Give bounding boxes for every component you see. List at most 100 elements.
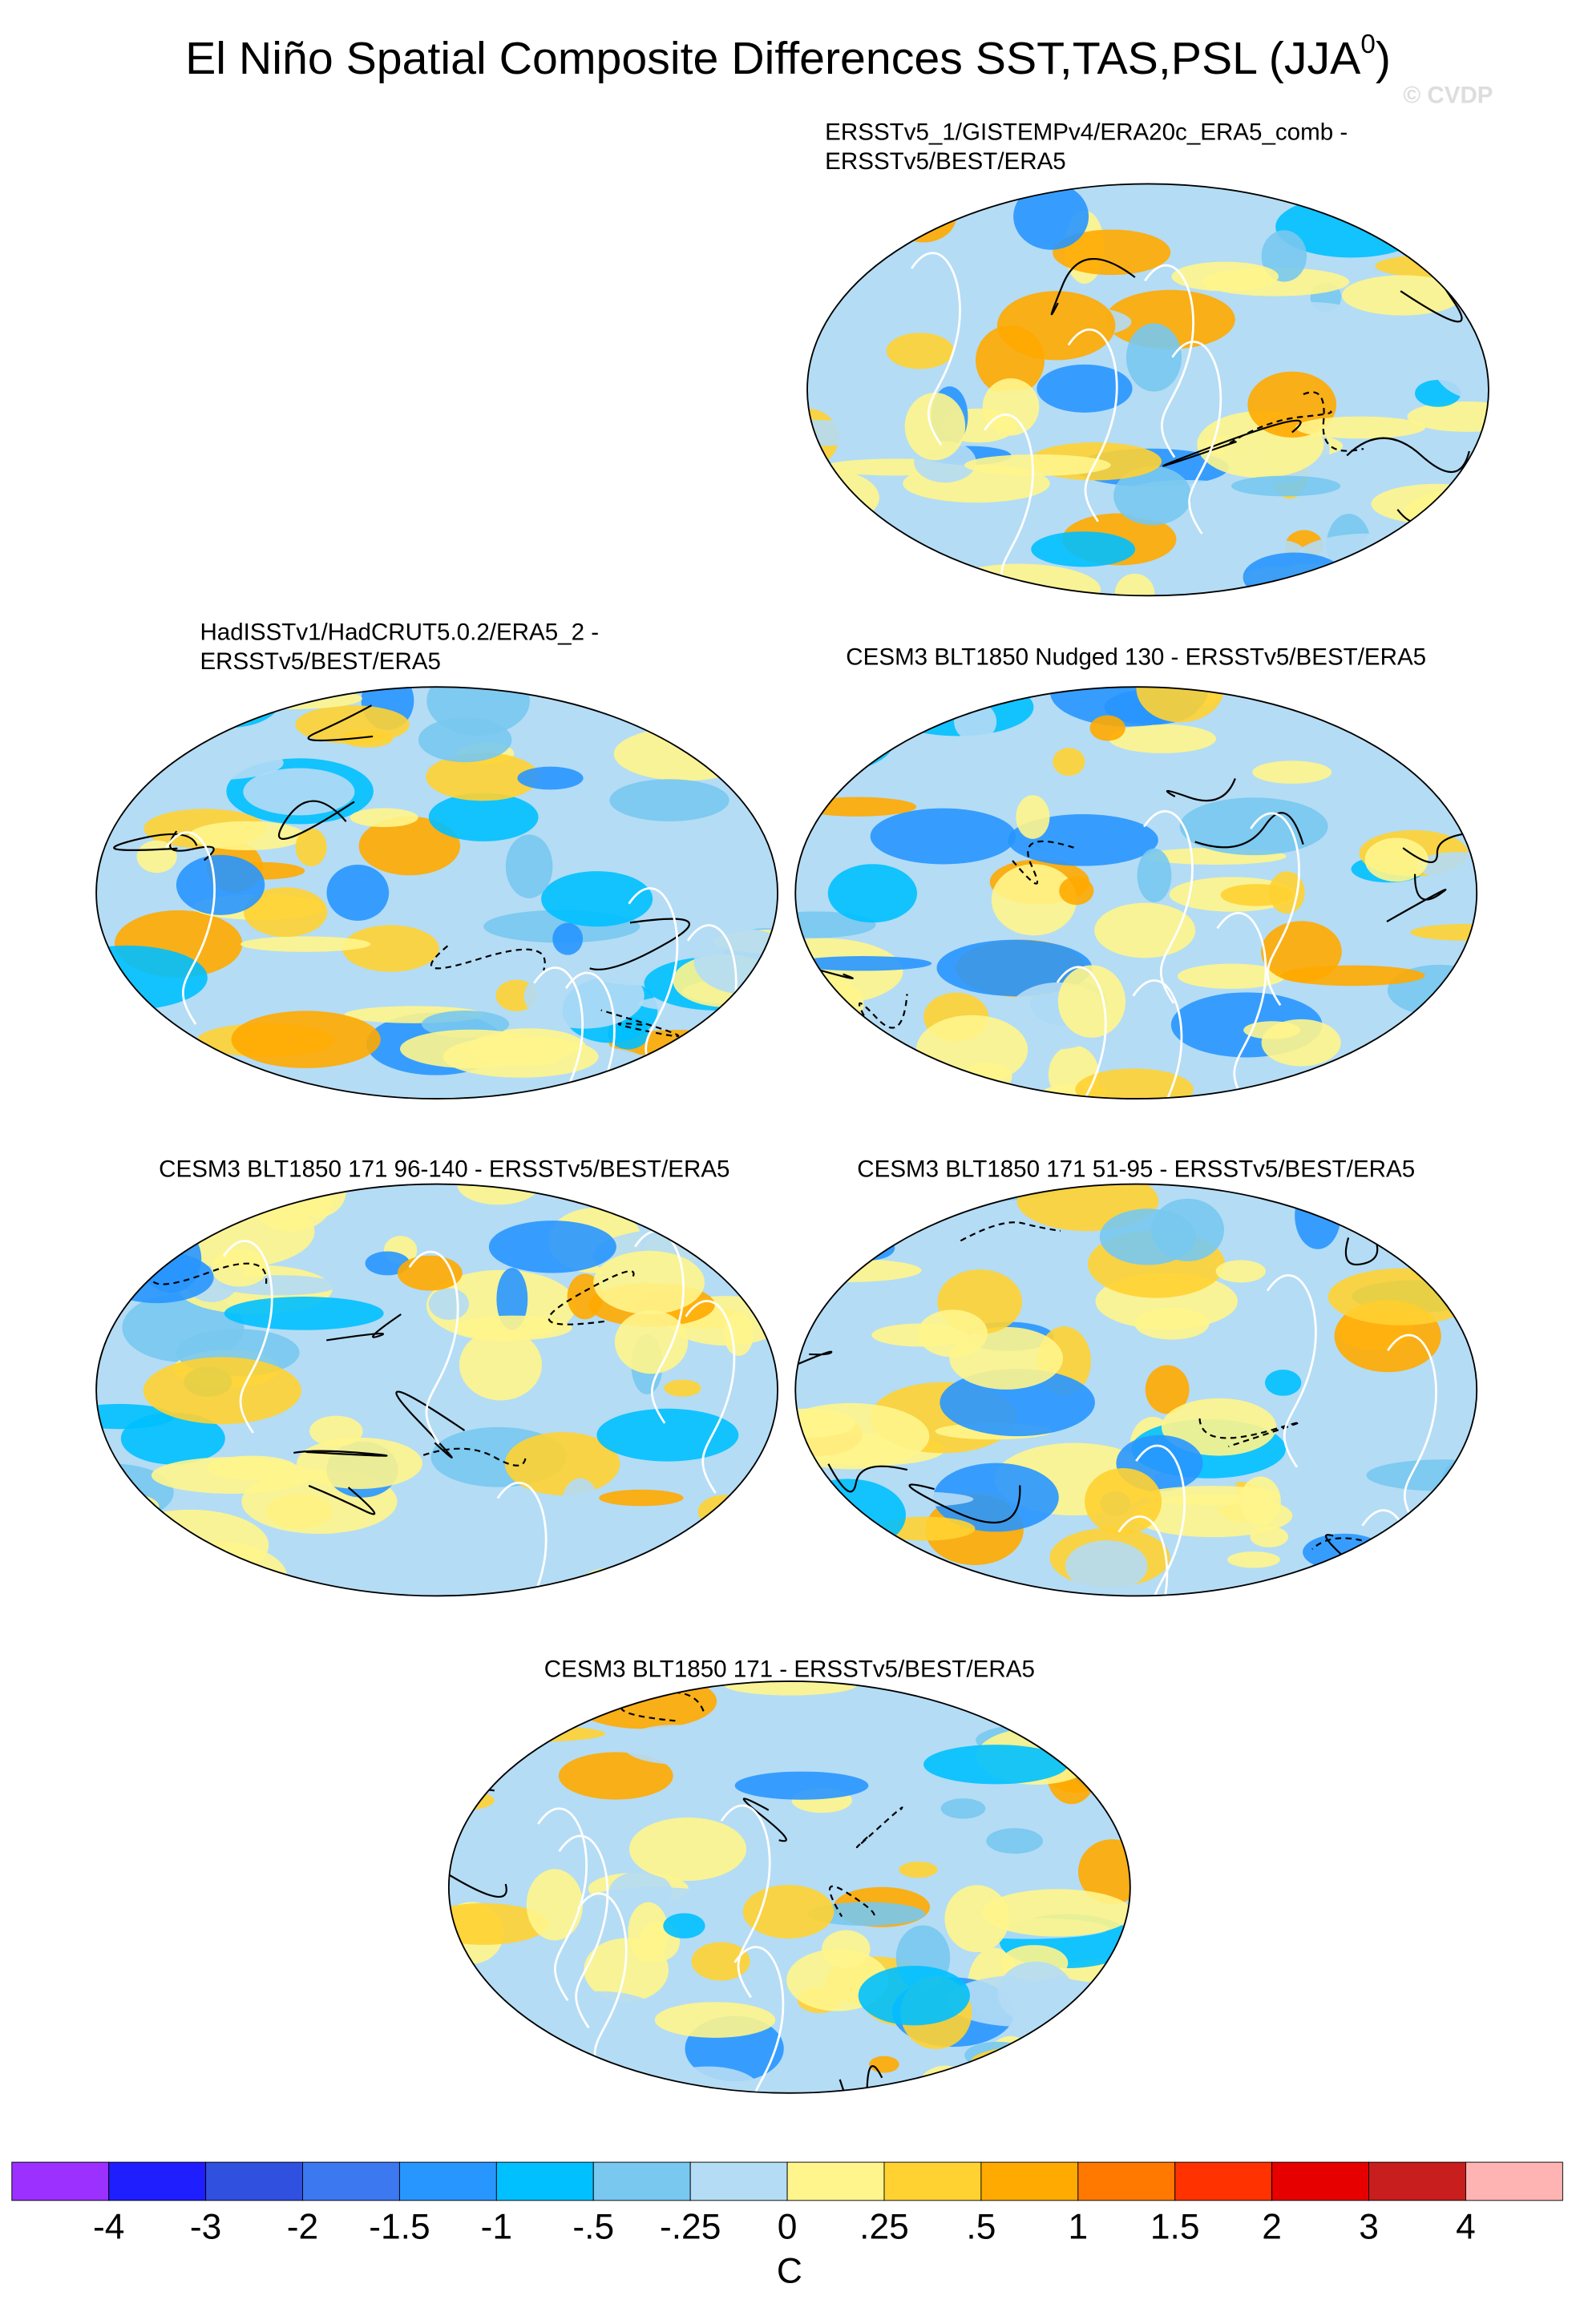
- anomaly-patch: [1361, 514, 1489, 582]
- pressure-contour: [908, 1483, 1021, 1524]
- anomaly-patch: [795, 1040, 875, 1071]
- coastline: [1132, 979, 1183, 1099]
- anomaly-patch: [561, 1478, 600, 1535]
- colorbar-box: [689, 2161, 788, 2201]
- anomaly-patch: [1089, 715, 1125, 741]
- colorbar-label: -.25: [660, 2208, 721, 2247]
- pressure-contour: [1303, 391, 1364, 452]
- anomaly-patch: [1264, 1370, 1302, 1396]
- anomaly-patch: [103, 1494, 160, 1519]
- panel-title: CESM3 BLT1850 Nudged 130 - ERSSTv5/BEST/…: [846, 644, 1426, 671]
- colorbar-label: -1.5: [369, 2208, 430, 2247]
- anomaly-patch: [428, 793, 539, 841]
- title-end: ): [1376, 33, 1391, 84]
- anomaly-patch: [297, 1437, 422, 1489]
- anomaly-patch: [742, 1885, 834, 1939]
- anomaly-patch: [504, 1431, 620, 1495]
- pressure-contour: [422, 1447, 527, 1467]
- pressure-contour: [829, 1885, 875, 1918]
- panel-title: CESM3 BLT1850 171 96-140 - ERSSTv5/BEST/…: [159, 1156, 729, 1182]
- anomaly-patch: [295, 705, 410, 744]
- pressure-contour: [1194, 812, 1304, 849]
- anomaly-patch: [656, 692, 778, 728]
- anomaly-patch: [1368, 224, 1465, 240]
- anomaly-patch: [1261, 230, 1307, 282]
- anomaly-patch: [899, 1862, 938, 1878]
- anomaly-patch: [1179, 797, 1328, 856]
- anomaly-patch: [996, 291, 1116, 361]
- anomaly-patch: [1410, 923, 1477, 941]
- colorbar-label: 3: [1359, 2208, 1379, 2247]
- panel-title: CESM3 BLT1850 171 51-95 - ERSSTv5/BEST/E…: [857, 1156, 1415, 1182]
- anomaly-patch: [795, 911, 876, 938]
- anomaly-patch: [1415, 1524, 1477, 1576]
- anomaly-patch: [488, 1221, 616, 1273]
- anomaly-patch: [428, 1288, 469, 1321]
- anomaly-patch: [718, 1702, 826, 1732]
- anomaly-patch: [991, 864, 1077, 936]
- anomaly-patch: [1342, 275, 1464, 316]
- colorbar-label: -.5: [572, 2208, 614, 2247]
- coastline: [1067, 329, 1118, 522]
- colorbar-label: 1: [1068, 2208, 1088, 2247]
- anomaly-patch: [938, 563, 1101, 596]
- anomaly-patch: [231, 1011, 381, 1068]
- anomaly-patch: [933, 1463, 1059, 1532]
- anomaly-patch: [915, 1015, 1028, 1085]
- anomaly-patch: [679, 1195, 778, 1258]
- anomaly-patch: [178, 1559, 268, 1596]
- colorbar-box: [883, 2161, 982, 2201]
- anomaly-patch: [986, 1828, 1044, 1854]
- map-outline: [95, 1183, 778, 1597]
- coastline: [628, 887, 679, 1081]
- pressure-contour: [307, 704, 374, 742]
- anomaly-patch: [1053, 748, 1085, 777]
- anomaly-patch: [399, 1029, 544, 1069]
- anomaly-patch: [1371, 483, 1489, 525]
- anomaly-patch: [1161, 1398, 1277, 1456]
- anomaly-patch: [448, 1725, 606, 1742]
- anomaly-patch: [1193, 218, 1283, 268]
- colorbar-label: -1: [481, 2208, 512, 2247]
- map-panel: [448, 1680, 1130, 2093]
- pressure-contour: [308, 1484, 376, 1515]
- anomaly-patch: [448, 2065, 580, 2093]
- coastline: [733, 1946, 785, 2093]
- anomaly-patch: [1404, 489, 1489, 539]
- coastline: [564, 971, 616, 1099]
- coastline: [537, 1807, 588, 2002]
- anomaly-patch: [723, 1680, 858, 1696]
- pressure-contour: [448, 1853, 507, 1898]
- anomaly-patch: [1243, 552, 1346, 596]
- coastline: [1387, 1333, 1437, 1528]
- anomaly-patch: [656, 2066, 760, 2093]
- anomaly-patch: [455, 1315, 572, 1341]
- colorbar-box: [786, 2161, 885, 2201]
- anomaly-patch: [1416, 852, 1477, 880]
- anomaly-patch: [812, 229, 853, 251]
- pressure-contour: [1012, 840, 1076, 885]
- anomaly-patch: [1057, 965, 1126, 1038]
- anomaly-patch: [136, 840, 177, 874]
- anomaly-patch: [795, 1258, 922, 1282]
- anomaly-patch: [1368, 1192, 1442, 1246]
- map-outline: [794, 686, 1478, 1099]
- pressure-contour: [960, 1221, 1061, 1242]
- anomaly-patch: [609, 779, 729, 821]
- anomaly-patch: [211, 1249, 269, 1287]
- anomaly-patch: [151, 1457, 312, 1494]
- map-panel: [795, 687, 1477, 1099]
- anomaly-patch: [599, 1489, 684, 1507]
- anomaly-patch: [1252, 761, 1332, 784]
- anomaly-patch: [1215, 1260, 1267, 1283]
- anomaly-patch: [954, 701, 997, 742]
- map-panel: [96, 1184, 778, 1596]
- panel-title: CESM3 BLT1850 171 - ERSSTv5/BEST/ERA5: [544, 1656, 1035, 1682]
- anomaly-patch: [1114, 573, 1155, 596]
- anomaly-patch: [160, 700, 199, 747]
- colorbar-box: [205, 2161, 303, 2201]
- anomaly-patch: [886, 333, 954, 369]
- pressure-contour: [839, 2065, 883, 2093]
- anomaly-patch: [115, 1533, 207, 1567]
- anomaly-patch: [1433, 1009, 1477, 1067]
